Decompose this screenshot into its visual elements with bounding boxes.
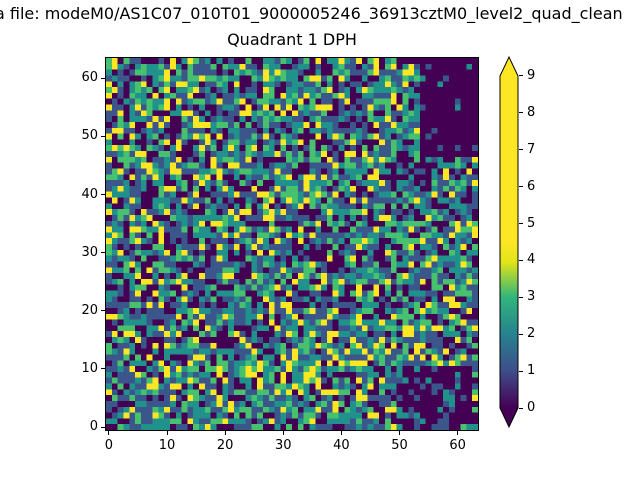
- colorbar-gradient-bar: [499, 55, 519, 429]
- colorbar-tick-mark: [519, 259, 523, 261]
- dph-heatmap-image: [106, 58, 478, 430]
- x-tick-label: 40: [333, 438, 350, 453]
- y-tick-label: 20: [81, 302, 98, 318]
- axes-title: Quadrant 1 DPH: [227, 30, 357, 49]
- y-tick-mark: [101, 368, 105, 370]
- colorbar-tick-mark: [519, 223, 523, 225]
- x-tick-label: 0: [104, 438, 114, 453]
- y-tick-label: 50: [81, 128, 98, 144]
- x-tick-mark: [399, 431, 401, 435]
- x-tick-mark: [166, 431, 168, 435]
- x-tick-mark: [340, 431, 342, 435]
- colorbar-tick-mark: [519, 112, 523, 114]
- x-tick-mark: [457, 431, 459, 435]
- colorbar-tick-label: 8: [527, 104, 536, 120]
- colorbar-tick-label: 3: [527, 289, 536, 305]
- colorbar-tick-label: 5: [527, 215, 536, 231]
- colorbar-tick-mark: [519, 149, 523, 151]
- colorbar-tick-label: 0: [527, 400, 536, 415]
- colorbar-tick-label: 7: [527, 141, 536, 157]
- y-tick-mark: [101, 252, 105, 254]
- figure-suptitle: a file: modeM0/AS1C07_010T01_9000005246_…: [0, 4, 623, 23]
- y-tick-mark: [101, 135, 105, 137]
- y-tick-label: 60: [81, 70, 98, 86]
- colorbar-tick-label: 1: [527, 363, 536, 379]
- x-tick-label: 50: [391, 438, 408, 453]
- colorbar-tick-mark: [519, 296, 523, 298]
- colorbar-tick-label: 4: [527, 252, 536, 268]
- colorbar-tick-mark: [519, 370, 523, 372]
- x-tick-mark: [224, 431, 226, 435]
- heatmap-axes: [105, 57, 479, 431]
- colorbar-tick-label: 9: [527, 67, 536, 83]
- colorbar-tick-label: 6: [527, 178, 536, 194]
- y-tick-mark: [101, 310, 105, 312]
- x-tick-label: 10: [158, 438, 176, 453]
- y-tick-label: 30: [81, 244, 98, 260]
- colorbar-tick-mark: [519, 407, 523, 409]
- colorbar-tick-mark: [519, 186, 523, 188]
- y-tick-mark: [101, 77, 105, 79]
- y-tick-label: 0: [89, 419, 98, 435]
- x-tick-label: 30: [275, 438, 292, 453]
- y-tick-label: 40: [81, 186, 98, 202]
- colorbar-tick-mark: [519, 333, 523, 335]
- colorbar-tick-label: 2: [527, 326, 536, 342]
- y-tick-mark: [101, 426, 105, 428]
- x-tick-label: 20: [216, 438, 234, 453]
- x-tick-mark: [108, 431, 110, 435]
- x-tick-mark: [282, 431, 284, 435]
- x-tick-label: 60: [449, 438, 466, 453]
- y-tick-label: 10: [81, 360, 98, 376]
- colorbar-tick-mark: [519, 75, 523, 77]
- colorbar: [499, 55, 519, 429]
- y-tick-mark: [101, 194, 105, 196]
